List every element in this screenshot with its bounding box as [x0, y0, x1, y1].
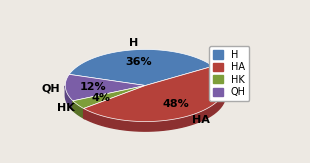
Text: HA: HA	[192, 115, 210, 125]
Polygon shape	[69, 49, 213, 86]
Polygon shape	[84, 66, 225, 122]
Text: 48%: 48%	[163, 99, 189, 110]
Text: 12%: 12%	[80, 82, 107, 92]
Polygon shape	[73, 86, 145, 109]
Text: 36%: 36%	[126, 57, 152, 67]
Text: HK: HK	[57, 103, 74, 113]
Text: QH: QH	[42, 83, 60, 93]
Text: 4%: 4%	[92, 93, 111, 103]
Polygon shape	[73, 101, 84, 118]
Polygon shape	[65, 74, 145, 101]
Polygon shape	[84, 87, 225, 131]
Text: H: H	[129, 38, 138, 48]
Legend: H, HA, HK, QH: H, HA, HK, QH	[209, 46, 250, 101]
Polygon shape	[65, 86, 73, 111]
